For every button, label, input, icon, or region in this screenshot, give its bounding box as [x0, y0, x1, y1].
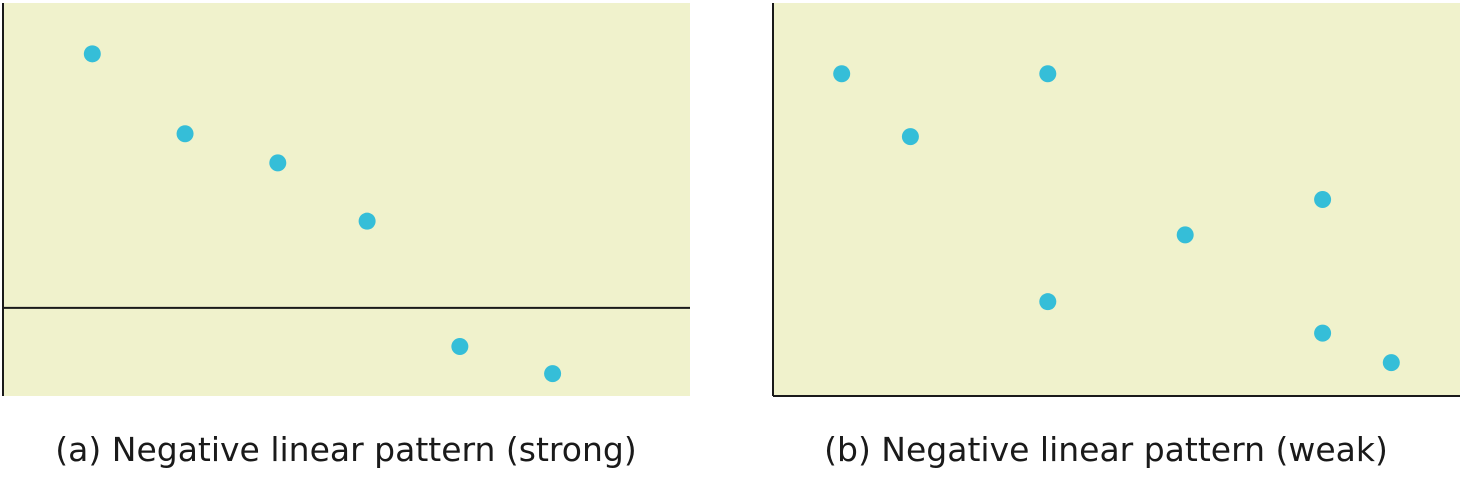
data-point-6 [1314, 191, 1332, 208]
caption-b: (b) Negative linear pattern (weak) [824, 430, 1388, 469]
data-point-3 [1039, 65, 1057, 83]
data-point-5 [451, 338, 469, 356]
scatter-panel-b: (b) Negative linear pattern (weak) [760, 0, 1461, 478]
data-point-7 [1314, 324, 1332, 342]
data-point-4 [1039, 293, 1057, 311]
data-point-1 [833, 65, 851, 83]
plot-area [773, 3, 1460, 396]
scatter-plot-a [2, 3, 690, 396]
caption-a: (a) Negative linear pattern (strong) [55, 430, 637, 469]
scatter-panel-a: (a) Negative linear pattern (strong) [0, 0, 700, 478]
plot-area [3, 3, 690, 396]
data-point-2 [176, 125, 194, 143]
data-point-1 [83, 45, 101, 63]
data-point-3 [269, 154, 287, 172]
scatter-plot-b [772, 3, 1460, 397]
data-point-6 [544, 365, 562, 383]
data-point-2 [901, 128, 919, 146]
data-point-4 [358, 212, 376, 230]
data-point-8 [1382, 354, 1400, 372]
data-point-5 [1176, 226, 1194, 244]
